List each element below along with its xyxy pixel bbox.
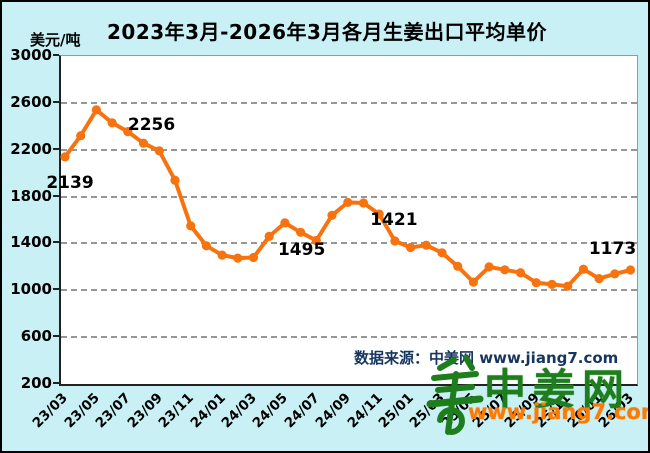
gridline-1400 — [61, 242, 637, 245]
data-point-24/04 — [264, 231, 274, 241]
data-point-25/11 — [563, 281, 573, 291]
x-tick-text: 26/01 — [564, 390, 606, 432]
gridline-2600 — [61, 101, 637, 104]
data-point-25/12 — [578, 264, 589, 274]
x-tick-text: 25/07 — [469, 390, 512, 432]
y-tick-label-3000: 3000 — [10, 46, 52, 64]
y-tick-mark — [53, 147, 59, 150]
point-value-label-23/03: 2139 — [46, 172, 94, 193]
x-tick-text: 23/03 — [29, 390, 72, 432]
x-tick-text: 23/11 — [155, 390, 197, 432]
data-point-24/09 — [343, 197, 353, 207]
data-point-24/11 — [374, 209, 384, 219]
data-point-25/04 — [453, 261, 463, 271]
data-point-25/05 — [468, 277, 478, 287]
y-tick-label-200: 200 — [20, 374, 52, 392]
x-tick-text: 24/07 — [281, 390, 323, 432]
gridline-1000 — [61, 289, 637, 292]
y-tick-mark — [53, 194, 59, 197]
point-value-label-23/08: 2256 — [127, 115, 176, 136]
data-point-23/11 — [186, 221, 196, 231]
data-point-23/07 — [123, 127, 133, 137]
data-point-26/01 — [594, 274, 604, 284]
price-line-series — [60, 105, 636, 291]
gridline-2200 — [61, 148, 637, 151]
data-point-23/04 — [76, 131, 86, 141]
data-point-23/10 — [170, 175, 180, 185]
y-tick-mark — [53, 100, 59, 103]
data-point-24/01 — [217, 250, 227, 260]
x-tick-text: 24/01 — [187, 390, 229, 432]
plot-area — [59, 55, 638, 386]
data-point-23/05 — [91, 105, 101, 115]
y-tick-mark — [53, 54, 59, 56]
data-point-26/03 — [625, 265, 636, 275]
x-tick-text: 23/09 — [124, 390, 166, 432]
x-tick-text: 23/05 — [61, 390, 103, 432]
x-tick-text: 23/07 — [92, 390, 135, 432]
data-point-25/01 — [406, 242, 416, 253]
data-point-25/10 — [547, 279, 557, 289]
data-point-25/09 — [531, 278, 541, 288]
y-tick-mark — [53, 382, 59, 384]
x-tick-text: 24/05 — [249, 390, 292, 432]
y-tick-label-2200: 2200 — [10, 139, 52, 158]
x-tick-text: 25/11 — [532, 390, 574, 432]
data-source-text: 数据来源：中姜网 www.jiang7.com — [354, 349, 619, 367]
data-point-24/06 — [296, 227, 306, 237]
y-tick-label-1800: 1800 — [10, 186, 52, 205]
y-tick-label-2600: 2600 — [10, 92, 52, 111]
x-tick-text: 25/03 — [406, 390, 449, 432]
point-value-label-24/12: 1421 — [370, 209, 418, 230]
data-point-25/07 — [500, 265, 510, 275]
y-tick-mark — [53, 288, 59, 291]
data-point-23/08 — [138, 138, 149, 148]
y-tick-mark — [53, 335, 59, 338]
data-point-25/03 — [437, 248, 447, 258]
x-tick-text: 24/11 — [344, 390, 386, 432]
point-value-label-24/06: 1495 — [277, 240, 326, 261]
data-point-25/08 — [515, 268, 526, 278]
data-point-24/05 — [280, 218, 290, 228]
x-tick-text: 24/09 — [312, 390, 355, 432]
y-tick-label-600: 600 — [20, 327, 52, 346]
data-point-26/02 — [610, 269, 620, 279]
data-point-24/12 — [390, 236, 400, 246]
y-tick-label-1400: 1400 — [10, 233, 52, 252]
x-tick-text: 25/05 — [438, 390, 480, 432]
data-point-24/10 — [358, 198, 369, 208]
gridline-1800 — [61, 195, 637, 198]
data-point-25/06 — [484, 262, 494, 272]
data-point-25/02 — [421, 240, 431, 250]
y-tick-mark — [53, 241, 59, 244]
data-point-24/08 — [327, 210, 337, 220]
data-point-23/06 — [107, 118, 117, 128]
data-point-23/03 — [60, 152, 70, 162]
data-point-23/09 — [154, 146, 164, 156]
data-point-23/12 — [201, 241, 211, 251]
y-axis-unit-label: 美元/吨 — [30, 31, 81, 49]
x-tick-text: 25/09 — [501, 390, 543, 432]
y-tick-label-1000: 1000 — [10, 280, 52, 299]
data-point-24/07 — [311, 235, 321, 246]
chart-title: 2023年3月-2026年3月各月生姜出口平均单价 — [107, 20, 547, 44]
point-value-label-26/03: 1173 — [588, 239, 637, 260]
data-point-24/03 — [248, 252, 259, 263]
gridline-600 — [61, 336, 637, 339]
data-point-24/02 — [233, 253, 243, 263]
